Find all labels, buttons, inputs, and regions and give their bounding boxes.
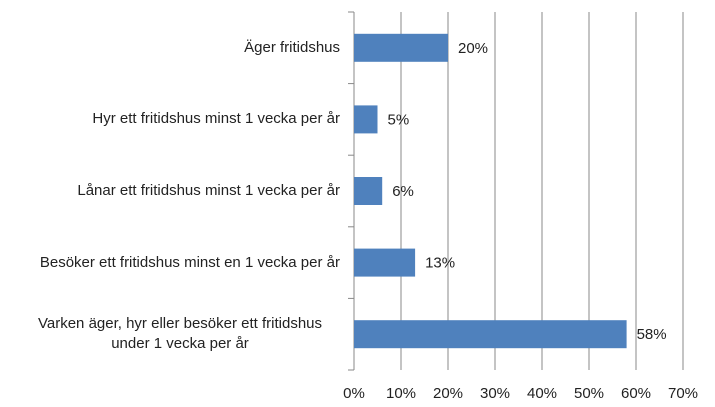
value-label: 6%: [392, 183, 414, 200]
x-tick-label: 60%: [621, 385, 651, 402]
bar: [354, 320, 627, 349]
y-tick-label: Besöker ett fritidshus minst en 1 vecka …: [39, 253, 340, 271]
bar: [354, 33, 448, 62]
x-tick-label: 30%: [480, 385, 510, 402]
x-tick-label: 20%: [433, 385, 463, 402]
x-tick-label: 0%: [343, 385, 365, 402]
x-tick-label: 50%: [574, 385, 604, 402]
bar: [354, 177, 383, 205]
y-tick-label: Lånar ett fritidshus minst 1 vecka per å…: [77, 181, 340, 199]
value-label: 20%: [458, 40, 488, 57]
x-tick-label: 40%: [527, 385, 557, 402]
x-tick-label: 70%: [668, 385, 698, 402]
value-label: 13%: [425, 255, 455, 272]
category-label-box: Varken äger, hyr eller besöker ett friti…: [0, 298, 340, 370]
category-label-box: Lånar ett fritidshus minst 1 vecka per å…: [0, 155, 340, 227]
bar: [354, 248, 416, 277]
y-tick-label: Äger fritidshus: [244, 38, 340, 56]
category-label-box: Hyr ett fritidshus minst 1 vecka per år: [0, 84, 340, 156]
y-tick-label: Varken äger, hyr eller besöker ett friti…: [37, 315, 323, 353]
value-label: 58%: [637, 326, 667, 343]
category-label-box: Äger fritidshus: [0, 12, 340, 84]
value-label: 5%: [388, 111, 410, 128]
category-label-box: Besöker ett fritidshus minst en 1 vecka …: [0, 227, 340, 299]
bar: [354, 105, 378, 134]
x-tick-label: 10%: [386, 385, 416, 402]
y-tick-label: Hyr ett fritidshus minst 1 vecka per år: [92, 110, 340, 128]
